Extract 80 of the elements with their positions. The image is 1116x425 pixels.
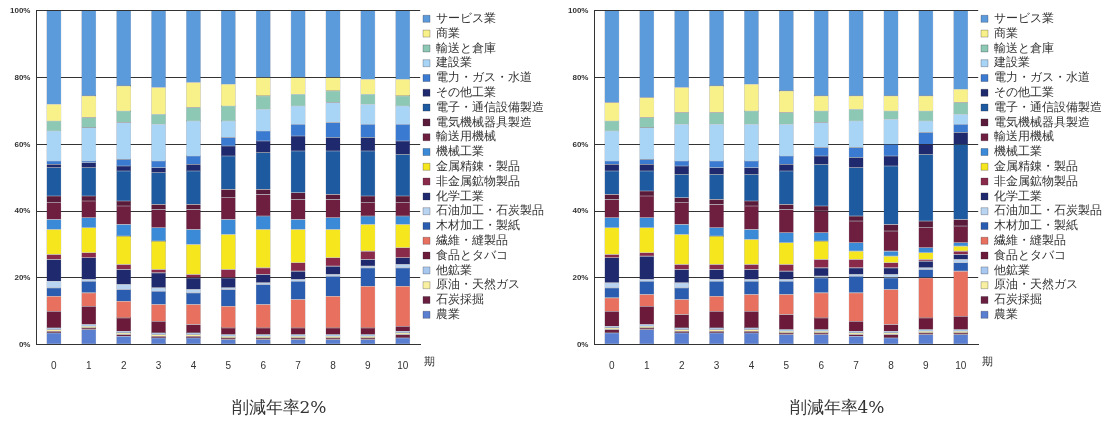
legend-label: 非金属鉱物製品	[436, 173, 520, 188]
x-tick-label: 8	[888, 360, 895, 372]
x-tick-label: 7	[853, 360, 860, 372]
x-tick-label: 6	[818, 360, 825, 372]
x-tick-label: 9	[923, 360, 930, 372]
x-tick-label: 10	[397, 360, 409, 372]
text: 削減年率2%	[231, 397, 327, 418]
legend-label: サービス業	[994, 10, 1054, 25]
x-tick-label: 9	[365, 360, 372, 372]
x-tick-label: 5	[783, 360, 790, 372]
legend-label: その他工業	[994, 84, 1054, 99]
legend-label: 輸送用機械	[436, 129, 496, 144]
legend-label: 農業	[994, 306, 1018, 321]
x-tick-label: 5	[225, 360, 232, 372]
legend-label: 金属精錬・製品	[994, 158, 1078, 173]
legend-label: 電気機械器具製造	[994, 114, 1090, 129]
legend-label: サービス業	[436, 10, 496, 25]
x-tick-label: 0	[609, 360, 616, 372]
legend-label: 木材加工・製紙	[436, 218, 520, 233]
legend-label: 商業	[436, 25, 460, 40]
legend-label: その他工業	[436, 84, 496, 99]
legend-label: 石炭採掘	[994, 292, 1042, 307]
legend-label: 電気機械器具製造	[436, 114, 532, 129]
y-tick-label: 60%	[14, 139, 31, 149]
legend-label: 機械工業	[436, 144, 484, 159]
y-tick-label: 20%	[14, 273, 31, 283]
x-tick-label: 8	[330, 360, 337, 372]
legend-label: 繊維・縫製品	[993, 232, 1066, 247]
y-tick-label: 100%	[567, 6, 589, 15]
text: 削減年率4%	[789, 397, 885, 418]
legend-label: 輸送と倉庫	[994, 40, 1054, 55]
legend-label: 原油・天然ガス	[994, 277, 1078, 292]
legend-label: 他鉱業	[436, 262, 472, 277]
legend-label: 輸送用機械	[994, 129, 1054, 144]
x-tick-label: 7	[295, 360, 302, 372]
legend-label: 建設業	[435, 55, 472, 70]
y-tick-label: 80%	[572, 72, 589, 82]
legend-label: 農業	[436, 306, 460, 321]
legend-label: 非金属鉱物製品	[994, 173, 1078, 188]
x-tick-label: 3	[155, 360, 162, 372]
legend-label: 電力・ガス・水道	[994, 70, 1090, 85]
legend-label: 機械工業	[994, 144, 1042, 159]
y-tick-label: 20%	[572, 273, 589, 283]
x-tick-label: 4	[748, 360, 755, 372]
legend-label: 石炭採掘	[436, 292, 484, 307]
legend-label: 電子・通信設備製造	[994, 99, 1102, 114]
x-tick-label: 6	[260, 360, 267, 372]
y-tick-label: 40%	[14, 206, 31, 216]
legend-label: 化学工業	[994, 188, 1042, 203]
legend-label: 金属精錬・製品	[436, 158, 520, 173]
legend-label: 電子・通信設備製造	[436, 99, 544, 114]
legend-label: 原油・天然ガス	[436, 277, 520, 292]
x-axis-title: 期	[424, 355, 436, 369]
y-tick-label: 60%	[572, 139, 589, 149]
x-tick-label: 4	[190, 360, 197, 372]
legend-label: 電力・ガス・水道	[436, 70, 532, 85]
y-tick-label: 40%	[572, 206, 589, 216]
x-tick-label: 2	[678, 360, 685, 372]
legend-label: 食品とタバコ	[436, 247, 508, 262]
legend-label: 輸送と倉庫	[436, 40, 496, 55]
y-tick-label: 0%	[18, 339, 31, 349]
legend-label: 他鉱業	[994, 262, 1030, 277]
x-tick-label: 1	[86, 360, 93, 372]
x-tick-label: 2	[120, 360, 127, 372]
y-tick-label: 80%	[14, 72, 31, 82]
legend-label: 繊維・縫製品	[435, 232, 508, 247]
legend-label: 食品とタバコ	[994, 247, 1066, 262]
x-tick-label: 10	[955, 360, 967, 372]
x-tick-label: 1	[644, 360, 651, 372]
legend-label: 化学工業	[436, 188, 484, 203]
legend-label: 石油加工・石炭製品	[994, 203, 1102, 218]
y-tick-label: 0%	[576, 339, 589, 349]
x-tick-label: 0	[51, 360, 58, 372]
legend-label: 木材加工・製紙	[994, 218, 1078, 233]
legend-label: 石油加工・石炭製品	[436, 203, 544, 218]
x-axis-title: 期	[982, 355, 994, 369]
x-tick-label: 3	[713, 360, 720, 372]
y-tick-label: 100%	[9, 6, 31, 15]
legend-label: 建設業	[993, 55, 1030, 70]
legend-label: 商業	[994, 25, 1018, 40]
